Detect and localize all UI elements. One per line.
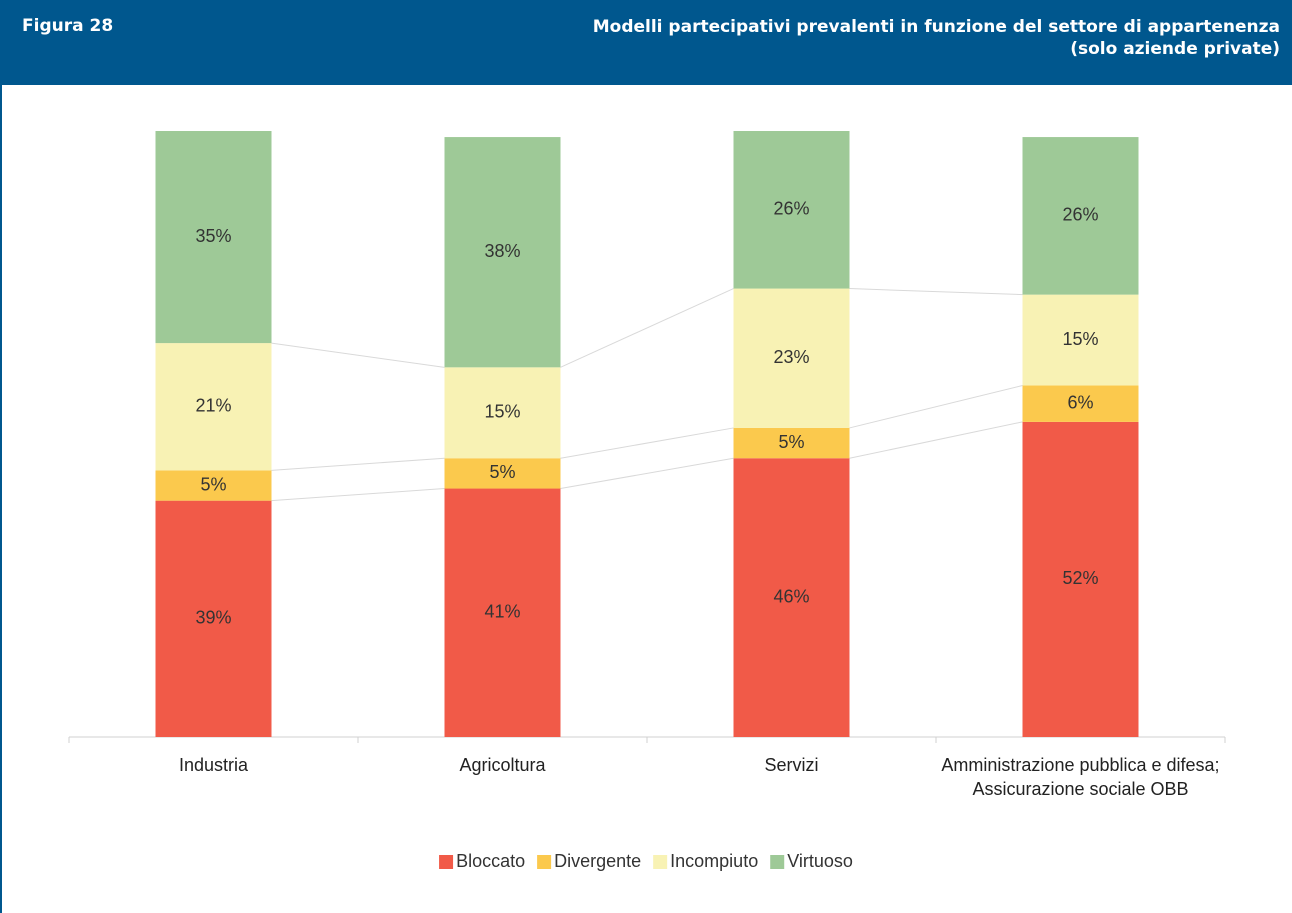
value-label: 5% (489, 462, 515, 482)
value-label: 6% (1067, 392, 1093, 412)
bar-segment (733, 288, 850, 428)
bar-segment (155, 500, 272, 737)
x-tick-label: Servizi (764, 755, 819, 775)
title-block: Modelli partecipativi prevalenti in funz… (593, 16, 1280, 60)
value-label: 26% (1062, 205, 1098, 225)
bar-segment (1022, 137, 1139, 295)
bar-segment (733, 131, 850, 289)
x-tick-label: Industria (178, 755, 249, 775)
legend-swatch (770, 855, 785, 869)
value-label: 5% (200, 474, 226, 494)
bar-segment (155, 131, 272, 344)
bar-segment (733, 427, 850, 459)
value-label: 5% (778, 432, 804, 452)
bar-segment (444, 367, 561, 459)
series-line (560, 457, 734, 490)
value-label: 46% (773, 586, 809, 606)
legend-label: Virtuoso (787, 851, 853, 871)
bar-segment (1022, 294, 1139, 386)
legend-swatch (537, 855, 552, 869)
bar-segment (733, 458, 850, 737)
value-label: 38% (484, 241, 520, 261)
value-label: 21% (195, 395, 231, 415)
bar-segment (444, 488, 561, 737)
figure-label: Figura 28 (22, 16, 114, 36)
chart-subtitle: (solo aziende private) (1070, 39, 1280, 59)
legend-label: Divergente (554, 851, 641, 871)
legend-label: Bloccato (456, 851, 525, 871)
value-label: 52% (1062, 568, 1098, 588)
series-line (849, 288, 1023, 296)
series-line (849, 421, 1023, 459)
value-label: 26% (773, 199, 809, 219)
value-label: 23% (773, 347, 809, 367)
series-line (560, 288, 734, 368)
value-label: 15% (484, 402, 520, 422)
bar-segment (155, 470, 272, 501)
bar-segment (444, 458, 561, 489)
header: Figura 28 Modelli partecipativi prevalen… (0, 0, 1292, 85)
bar-segment (1022, 421, 1139, 737)
value-label: 39% (195, 608, 231, 628)
legend-label: Incompiuto (670, 851, 758, 871)
bar-segment (444, 137, 561, 368)
value-label: 15% (1062, 329, 1098, 349)
chart-title: Modelli partecipativi prevalenti in funz… (592, 17, 1280, 37)
series-line (849, 385, 1023, 429)
legend-swatch (653, 855, 668, 869)
bar-segment (1022, 385, 1139, 422)
series-line (560, 427, 734, 459)
legend-swatch (439, 855, 454, 869)
series-line (271, 342, 445, 368)
value-label: 35% (195, 226, 231, 246)
bar-segment (155, 343, 272, 471)
x-tick-label: Amministrazione pubblica e difesa; Assic… (941, 755, 1220, 799)
series-line (271, 488, 445, 502)
x-tick-label: Agricoltura (459, 755, 546, 775)
left-border (0, 85, 2, 913)
value-label: 41% (484, 602, 520, 622)
series-line (271, 457, 445, 471)
